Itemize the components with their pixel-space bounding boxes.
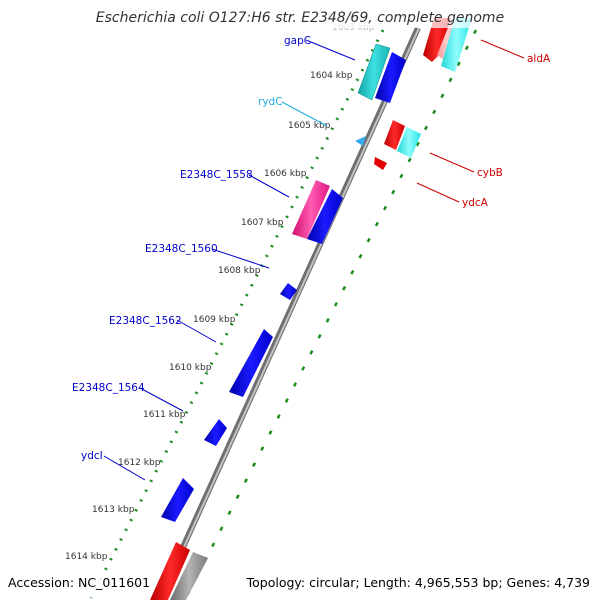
accession-text: Accession: NC_011601	[8, 575, 150, 590]
cybB-connector	[429, 152, 475, 173]
gene-label-gapC[interactable]: gapC	[284, 35, 311, 47]
footer-backdrop-right	[256, 572, 596, 592]
gene-E2348C_1564-block[interactable]	[204, 419, 227, 446]
footer-backdrop-left	[4, 572, 150, 592]
kbp-label: 1613 kbp	[92, 505, 135, 515]
kbp-label: 1607 kbp	[241, 218, 284, 228]
topology-text: Topology: circular; Length: 4,965,553 bp…	[246, 575, 590, 590]
E2348C_1564-connector	[139, 387, 184, 412]
genome-backbone-highlight	[160, 27, 420, 599]
E2348C_1560-connector	[211, 248, 270, 269]
gene-label-E2348C_1560[interactable]: E2348C_1560	[145, 243, 218, 255]
gene-E2348C_1562-block[interactable]	[229, 329, 273, 397]
gene-labels: gapC rydC E2348C_1558 E2348C_1560 E2348C…	[72, 35, 551, 462]
gene-E2348C_1558-block[interactable]	[292, 180, 330, 239]
gene-gapC-block[interactable]	[357, 43, 391, 101]
kbp-label: 1611 kbp	[143, 410, 186, 420]
gene-label-aldA[interactable]: aldA	[527, 53, 551, 65]
gene-ydcA-block[interactable]	[374, 157, 387, 170]
kbp-labels: 1603 kbp 1604 kbp 1605 kbp 1606 kbp 1607…	[65, 23, 375, 562]
kbp-label: 1606 kbp	[264, 169, 307, 179]
kbp-label: 1610 kbp	[169, 363, 212, 373]
gene-label-E2348C_1562[interactable]: E2348C_1562	[109, 315, 182, 327]
gene-label-rydC[interactable]: rydC	[258, 96, 283, 108]
inner-dashed-track	[184, 29, 478, 599]
gene-ydcI-block[interactable]	[161, 478, 194, 522]
outer-dotted-track	[89, 29, 385, 599]
kbp-label: 1605 kbp	[288, 121, 331, 131]
kbp-label: 1608 kbp	[218, 266, 261, 276]
gene-label-E2348C_1558[interactable]: E2348C_1558	[180, 169, 253, 181]
E2348C_1558-connector	[248, 174, 290, 198]
gene-block-cyan-top[interactable]	[441, 18, 472, 72]
kbp-label: 1609 kbp	[193, 315, 236, 325]
E2348C_1562-connector	[176, 319, 217, 343]
gene-label-ydcI[interactable]: ydcI	[81, 450, 103, 462]
rydC-connector	[281, 101, 328, 127]
ydcI-connector	[103, 455, 146, 481]
gene-E2348C_1560-block[interactable]	[280, 283, 297, 300]
gene-block-blue-top[interactable]	[375, 52, 406, 103]
kbp-label: 1614 kbp	[65, 552, 108, 562]
title-backdrop	[95, 6, 505, 28]
gene-label-cybB[interactable]: cybB	[477, 167, 503, 179]
gene-block-gray-bottom[interactable]	[170, 552, 208, 600]
aldA-connector	[480, 39, 525, 59]
gapC-connector	[305, 39, 356, 61]
map-title: Escherichia coli O127:H6 str. E2348/69, …	[96, 10, 504, 26]
gene-block-cyan-cybB[interactable]	[397, 127, 421, 158]
gene-rydC-arrow[interactable]	[355, 136, 366, 146]
gene-label-connectors	[103, 39, 525, 481]
gene-cybB-block[interactable]	[384, 120, 405, 150]
ydcA-connector	[416, 182, 460, 203]
kbp-label: 1604 kbp	[310, 71, 353, 81]
gene-aldA-block[interactable]	[423, 18, 451, 62]
gene-block-blue-1558[interactable]	[307, 189, 343, 244]
gene-label-ydcA[interactable]: ydcA	[462, 197, 489, 209]
gene-block-red-bottom[interactable]	[150, 542, 190, 600]
gene-label-E2348C_1564[interactable]: E2348C_1564	[72, 382, 145, 394]
kbp-label: 1612 kbp	[118, 458, 161, 468]
